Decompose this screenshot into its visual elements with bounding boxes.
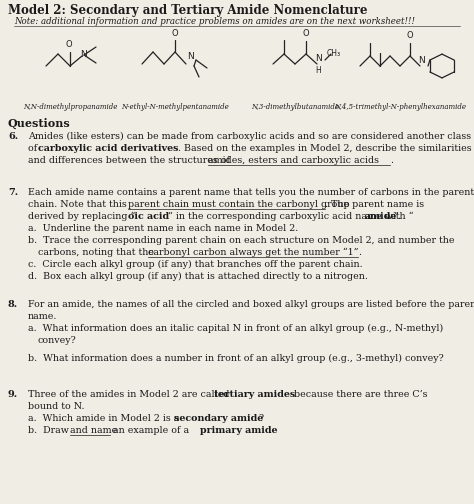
Text: b.  What information does a number in front of an alkyl group (e.g., 3-methyl) c: b. What information does a number in fro… — [28, 354, 444, 363]
Text: d.  Box each alkyl group (if any) that is attached directly to a nitrogen.: d. Box each alkyl group (if any) that is… — [28, 272, 368, 281]
Text: N,N-dimethylpropanamide: N,N-dimethylpropanamide — [23, 103, 117, 111]
Text: carbonyl carbon always get the number “1”: carbonyl carbon always get the number “1… — [148, 248, 358, 258]
Text: N: N — [315, 54, 322, 63]
Text: c.  Circle each alkyl group (if any) that branches off the parent chain.: c. Circle each alkyl group (if any) that… — [28, 260, 363, 269]
Text: O: O — [407, 31, 414, 40]
Text: carbons, noting that the: carbons, noting that the — [38, 248, 157, 257]
Text: parent chain must contain the carbonyl group: parent chain must contain the carbonyl g… — [128, 200, 350, 209]
Text: amides, esters and carboxylic acids: amides, esters and carboxylic acids — [208, 156, 379, 165]
Text: Amides (like esters) can be made from carboxylic acids and so are considered ano: Amides (like esters) can be made from ca… — [28, 132, 471, 141]
Text: N,4,5-trimethyl-N-phenylhexanamide: N,4,5-trimethyl-N-phenylhexanamide — [334, 103, 466, 111]
Text: ” in the corresponding carboxylic acid name with “: ” in the corresponding carboxylic acid n… — [168, 212, 413, 221]
Text: .: . — [358, 248, 361, 257]
Text: b.  Draw: b. Draw — [28, 426, 72, 435]
Text: ”.: ”. — [393, 212, 401, 221]
Text: N,3-dimethylbutanamide: N,3-dimethylbutanamide — [251, 103, 339, 111]
Text: . The parent name is: . The parent name is — [325, 200, 424, 209]
Text: 8.: 8. — [8, 300, 18, 309]
Text: a.  What information does an italic capital Ν in front of an alkyl group (e.g., : a. What information does an italic capit… — [28, 324, 443, 333]
Text: Three of the amides in Model 2 are called: Three of the amides in Model 2 are calle… — [28, 390, 233, 399]
Text: derived by replacing “: derived by replacing “ — [28, 212, 136, 221]
Text: 6.: 6. — [8, 132, 18, 141]
Text: Questions: Questions — [8, 118, 71, 129]
Text: and name: and name — [70, 426, 117, 435]
Text: Note: additional information and practice problems on amides are on the next wor: Note: additional information and practic… — [14, 17, 415, 26]
Text: amide: amide — [365, 212, 397, 221]
Text: O: O — [172, 29, 179, 38]
Text: secondary amide: secondary amide — [174, 414, 263, 423]
Text: ?: ? — [258, 414, 263, 423]
Text: primary amide: primary amide — [200, 426, 277, 435]
Text: because there are three C’s: because there are three C’s — [291, 390, 428, 399]
Text: O: O — [303, 29, 310, 38]
Text: 7.: 7. — [8, 188, 18, 197]
Text: . Based on the examples in Model 2, describe the similarities: . Based on the examples in Model 2, desc… — [178, 144, 472, 153]
Text: N: N — [187, 52, 194, 61]
Text: O: O — [66, 40, 73, 49]
Text: carboxylic acid derivatives: carboxylic acid derivatives — [38, 144, 179, 153]
Text: a.  Which amide in Model 2 is a: a. Which amide in Model 2 is a — [28, 414, 182, 423]
Text: N: N — [418, 56, 425, 65]
Text: convey?: convey? — [38, 336, 77, 345]
Text: of: of — [28, 144, 40, 153]
Text: CH₃: CH₃ — [327, 49, 341, 58]
Text: oic acid: oic acid — [128, 212, 169, 221]
Text: tertiary amides: tertiary amides — [214, 390, 295, 399]
Text: b.  Trace the corresponding parent chain on each structure on Model 2, and numbe: b. Trace the corresponding parent chain … — [28, 236, 455, 245]
Text: H: H — [315, 66, 321, 75]
Text: chain. Note that this: chain. Note that this — [28, 200, 130, 209]
Text: N: N — [80, 50, 87, 59]
Text: name.: name. — [28, 312, 57, 321]
Text: .: . — [390, 156, 393, 165]
Text: Each amide name contains a parent name that tells you the number of carbons in t: Each amide name contains a parent name t… — [28, 188, 474, 197]
Text: N-ethyl-N-methylpentanamide: N-ethyl-N-methylpentanamide — [121, 103, 229, 111]
Text: For an amide, the names of all the circled and boxed alkyl groups are listed bef: For an amide, the names of all the circl… — [28, 300, 474, 309]
Text: and differences between the structures of: and differences between the structures o… — [28, 156, 233, 165]
Text: an example of a: an example of a — [110, 426, 192, 435]
Text: Model 2: Secondary and Tertiary Amide Nomenclature: Model 2: Secondary and Tertiary Amide No… — [8, 4, 367, 17]
Text: bound to N.: bound to N. — [28, 402, 84, 411]
Text: .: . — [268, 426, 271, 435]
Text: 9.: 9. — [8, 390, 18, 399]
Text: a.  Underline the parent name in each name in Model 2.: a. Underline the parent name in each nam… — [28, 224, 298, 233]
